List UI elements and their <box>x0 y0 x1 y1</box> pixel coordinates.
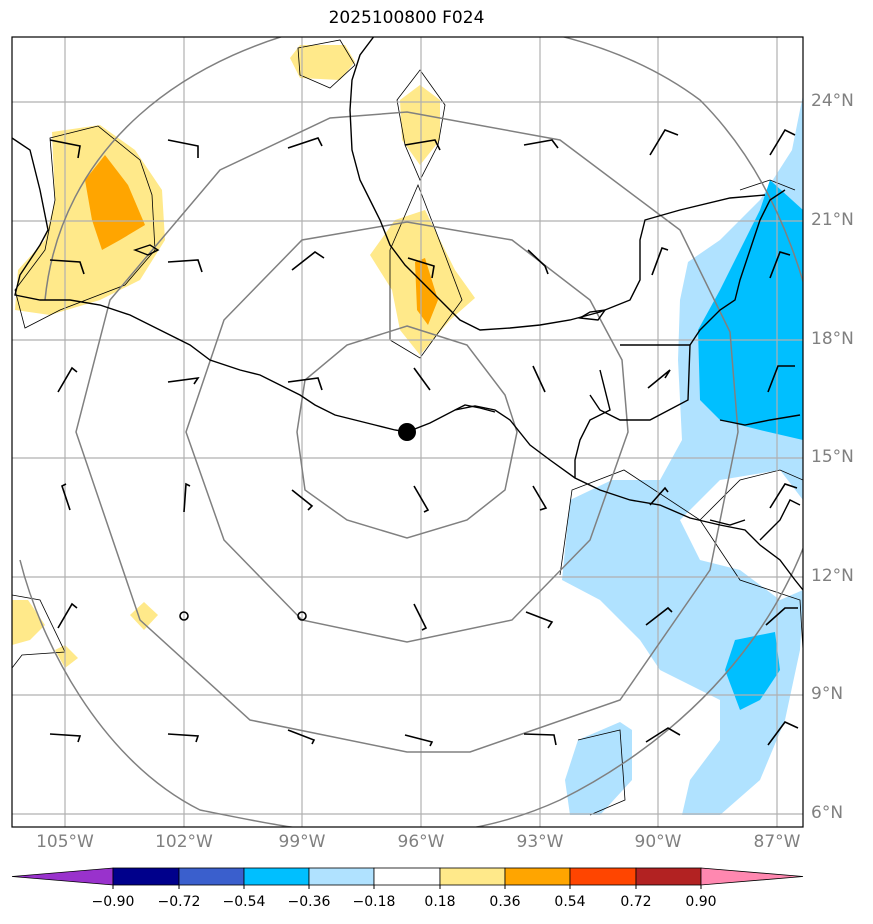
lon-label: 87°W <box>753 832 801 852</box>
lon-label: 102°W <box>155 832 213 852</box>
colorbar-segment <box>569 867 637 886</box>
coastlines <box>12 37 803 591</box>
storm-center-marker <box>398 423 416 441</box>
lon-label: 105°W <box>36 832 94 852</box>
lat-label: 9°N <box>811 684 844 704</box>
wind-barbs <box>49 128 799 747</box>
colorbar-segment <box>504 867 571 886</box>
colorbar-tick-label: 0.90 <box>685 894 717 910</box>
colorbar-segment <box>11 867 114 886</box>
lon-label: 90°W <box>634 832 682 852</box>
colorbar-segment <box>308 867 375 886</box>
colorbar-segment <box>243 867 310 886</box>
colorbar-segment <box>700 867 804 886</box>
colorbar-tick-label: −0.18 <box>352 894 396 910</box>
lat-label: 12°N <box>811 566 854 586</box>
colorbar-tick-label: 0.54 <box>554 894 586 910</box>
colorbar-segment <box>635 867 702 886</box>
lon-label: 93°W <box>516 832 564 852</box>
lat-label: 15°N <box>811 447 854 467</box>
lat-label: 6°N <box>811 803 844 823</box>
calm-wind-marker <box>297 611 307 621</box>
lat-label: 18°N <box>811 329 854 349</box>
colorbar-tick-label: 0.18 <box>424 894 456 910</box>
lat-label: 24°N <box>811 91 854 111</box>
colorbar-tick-label: 0.36 <box>489 894 521 910</box>
lon-label: 96°W <box>397 832 445 852</box>
colorbar-tick-label: −0.72 <box>157 894 201 910</box>
colorbar <box>11 867 804 886</box>
colorbar-segment <box>178 867 245 886</box>
calm-wind-marker <box>179 611 189 621</box>
colorbar-tick-label: 0.72 <box>620 894 652 910</box>
colorbar-ticks <box>112 885 702 889</box>
colorbar-segment <box>373 867 441 886</box>
lon-label: 99°W <box>278 832 326 852</box>
colorbar-segment <box>112 867 180 886</box>
shading-yellow <box>12 45 475 668</box>
map-frame <box>11 36 804 828</box>
lat-label: 21°N <box>811 210 854 230</box>
map-title: 2025100800 F024 <box>328 8 485 28</box>
colorbar-tick-label: −0.36 <box>287 894 331 910</box>
colorbar-segment <box>439 867 506 886</box>
colorbar-tick-label: −0.54 <box>222 894 266 910</box>
range-rings <box>19 37 803 827</box>
colorbar-tick-label: −0.90 <box>91 894 135 910</box>
graticule <box>12 37 803 827</box>
